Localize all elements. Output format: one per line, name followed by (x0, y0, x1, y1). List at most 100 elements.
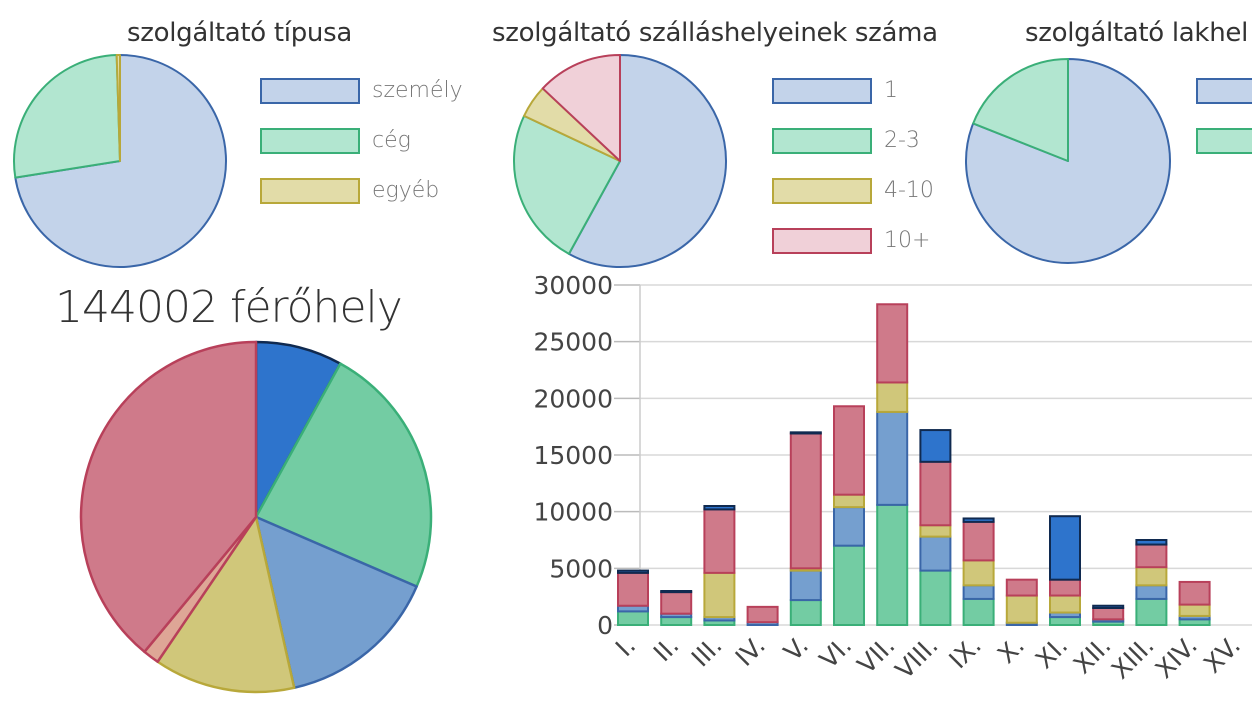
bar-segment[interactable] (876, 410, 909, 506)
bar-segment[interactable] (1005, 578, 1038, 597)
bar-segment[interactable] (962, 584, 995, 600)
bar-segment[interactable] (746, 605, 779, 624)
bar-segment[interactable] (919, 429, 952, 463)
bar-segment[interactable] (833, 493, 865, 509)
y-tick-label: 20000 (533, 384, 613, 413)
bar-segment[interactable] (1135, 566, 1168, 587)
bar-segment[interactable] (833, 544, 865, 627)
bar-segment[interactable] (1178, 580, 1211, 606)
bar-segment[interactable] (962, 520, 995, 562)
x-tick-label: I. (610, 631, 641, 662)
x-tick-label: XV. (1198, 631, 1246, 679)
pie-slice[interactable] (972, 58, 1069, 162)
x-tick-label: VII. (852, 631, 901, 680)
bar-segment[interactable] (1135, 539, 1168, 546)
legend-label: 2-3 (884, 128, 920, 153)
bar-segment[interactable] (1092, 607, 1125, 621)
bar-segment[interactable] (962, 559, 995, 587)
legend-swatch (1196, 78, 1252, 104)
bar-segment[interactable] (1049, 594, 1081, 614)
legend-swatch (1196, 128, 1252, 154)
legend-label: 4-10 (884, 178, 934, 203)
legend-swatch (260, 178, 360, 204)
bar-segment[interactable] (703, 571, 736, 619)
y-tick-label: 30000 (533, 271, 613, 300)
bar-segment[interactable] (789, 431, 822, 435)
x-tick-label: XIII. (1106, 631, 1160, 685)
legend-label: egyéb (372, 178, 440, 203)
pie-slice[interactable] (115, 54, 121, 162)
bar-segment[interactable] (919, 460, 952, 527)
y-tick-label: 5000 (549, 554, 613, 583)
pie-slice[interactable] (254, 362, 433, 588)
pie-slice[interactable] (567, 54, 727, 268)
pie-2 (965, 58, 1171, 264)
pie-title-provider-type: szolgáltató típusa (127, 18, 352, 48)
pie-slice[interactable] (254, 515, 418, 690)
legend-swatch (772, 228, 872, 254)
bar-segment[interactable] (789, 599, 822, 626)
pie-slice[interactable] (156, 515, 296, 694)
pie-slice[interactable] (513, 114, 621, 255)
y-tick-label: 0 (597, 611, 613, 640)
y-tick-label: 10000 (533, 498, 613, 527)
bar-segment[interactable] (1049, 578, 1081, 597)
legend-swatch (772, 128, 872, 154)
legend-swatch (260, 78, 360, 104)
bar-segment[interactable] (617, 569, 649, 574)
legend-label: cég (372, 128, 411, 153)
legend-swatch (772, 178, 872, 204)
x-tick-label: III. (686, 631, 728, 673)
legend-swatch (772, 78, 872, 104)
bar-segment[interactable] (1178, 603, 1211, 617)
bar-segment[interactable] (876, 303, 909, 384)
bar-segment[interactable] (1049, 515, 1081, 581)
bar-segment[interactable] (1092, 604, 1125, 610)
bar-segment[interactable] (1005, 594, 1038, 624)
pie-title-residence: szolgáltató lakhel (1025, 18, 1248, 48)
bar-segment[interactable] (1049, 616, 1081, 626)
bar-segment[interactable] (789, 432, 822, 570)
bar-segment[interactable] (919, 569, 952, 626)
bar-segment[interactable] (1135, 597, 1168, 627)
bar-segment[interactable] (660, 616, 693, 626)
x-tick-label: X. (992, 631, 1030, 669)
pie-slice[interactable] (13, 54, 121, 179)
bar-segment[interactable] (703, 508, 736, 574)
bar-segment[interactable] (789, 569, 822, 602)
x-tick-label: II. (648, 631, 685, 668)
bar-segment[interactable] (876, 503, 909, 626)
bar-segment[interactable] (919, 535, 952, 572)
x-tick-label: XIV. (1150, 631, 1203, 684)
bar-segment[interactable] (1135, 543, 1168, 569)
pie-3 (79, 340, 433, 694)
bar-segment[interactable] (962, 517, 995, 523)
bar-segment[interactable] (703, 505, 736, 511)
y-tick-label: 15000 (533, 441, 613, 470)
x-tick-label: XII. (1068, 631, 1117, 680)
bar-segment[interactable] (919, 524, 952, 538)
bar-segment[interactable] (833, 405, 865, 496)
x-tick-label: VIII. (890, 631, 944, 685)
bar-segment[interactable] (660, 590, 693, 594)
x-tick-label: XI. (1030, 631, 1073, 674)
pie-1 (513, 54, 727, 268)
pie-slice[interactable] (541, 54, 621, 162)
bar-segment[interactable] (876, 381, 909, 413)
pie-slice[interactable] (79, 340, 258, 654)
y-tick-label: 25000 (533, 328, 613, 357)
bar-segment[interactable] (617, 610, 649, 627)
x-tick-label: IV. (730, 631, 771, 672)
legend-label: személy (372, 78, 463, 103)
x-tick-label: VI. (814, 631, 857, 674)
bar-segment[interactable] (833, 506, 865, 547)
x-tick-label: IX. (943, 631, 986, 674)
pie-title-accommodation-count: szolgáltató szálláshelyeinek száma (492, 18, 938, 48)
bar-segment[interactable] (962, 597, 995, 627)
x-tick-label: V. (778, 631, 814, 667)
bar-segment[interactable] (617, 571, 649, 607)
legend-label: 10+ (884, 228, 931, 253)
capacity-title: 144002 férőhely (55, 282, 403, 333)
bar-segment[interactable] (660, 591, 693, 615)
bar-segment[interactable] (1135, 584, 1168, 600)
